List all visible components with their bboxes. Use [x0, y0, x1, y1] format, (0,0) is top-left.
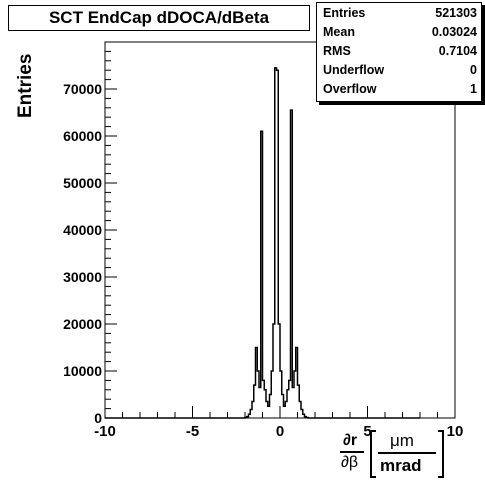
histogram-series: [105, 67, 420, 419]
x-tick-label: 0: [276, 423, 284, 440]
stat-row-rms: RMS 0.7104: [323, 42, 477, 61]
stat-row-underflow: Underflow 0: [323, 61, 477, 80]
stat-value: 0.7104: [438, 44, 477, 58]
x-axis-label-denominator: ∂β: [341, 454, 359, 471]
y-tick-label: 30000: [63, 269, 102, 285]
x-tick-label: 5: [363, 423, 371, 440]
stat-row-overflow: Overflow 1: [323, 80, 477, 99]
stat-label: Mean: [323, 25, 355, 39]
histogram-line: [105, 67, 420, 419]
x-axis-label-numerator: ∂r: [343, 432, 358, 449]
stat-value: 0: [470, 63, 477, 77]
stat-label: Entries: [323, 6, 366, 20]
x-tick-label: -5: [186, 423, 199, 440]
stat-value: 1: [470, 82, 477, 96]
stat-label: RMS: [323, 44, 351, 58]
y-tick-label: 0: [94, 410, 102, 426]
stat-label: Overflow: [323, 82, 377, 96]
chart-title: SCT EndCap dDOCA/dBeta: [48, 8, 270, 27]
axis-ticks: -10 -5 0 5 10 0 10000 20000 30000 40000 50000 60000…: [63, 50, 464, 440]
y-tick-label: 40000: [63, 222, 102, 238]
stat-row-mean: Mean 0.03024: [323, 23, 477, 42]
chart-title-box: SCT EndCap dDOCA/dBeta: [8, 5, 310, 31]
x-tick-label: -10: [94, 423, 116, 440]
stats-box: Entries 521303 Mean 0.03024 RMS 0.7104 Underfl…: [316, 2, 482, 102]
x-axis-label-unit-fraction-bar: [378, 452, 436, 454]
y-tick-label: 60000: [63, 128, 102, 144]
y-tick-label: 20000: [63, 316, 102, 332]
x-axis-label-fraction-bar: [340, 451, 364, 453]
y-tick-label: 10000: [63, 363, 102, 379]
stat-value: 521303: [435, 6, 477, 20]
x-axis-label-unit-top: μm: [390, 431, 414, 450]
stat-row-entries: Entries 521303: [323, 4, 477, 23]
x-axis-label-unit-bottom: mrad: [380, 456, 422, 475]
stat-label: Underflow: [323, 63, 385, 77]
x-axis-label-right-bracket: [438, 430, 444, 478]
stat-value: 0.03024: [431, 25, 477, 39]
y-axis-label: Entries: [15, 53, 36, 118]
x-axis-label-left-bracket: [370, 430, 376, 478]
y-tick-label: 50000: [63, 175, 102, 191]
y-tick-label: 70000: [63, 81, 102, 97]
x-tick-label: 10: [447, 423, 464, 440]
